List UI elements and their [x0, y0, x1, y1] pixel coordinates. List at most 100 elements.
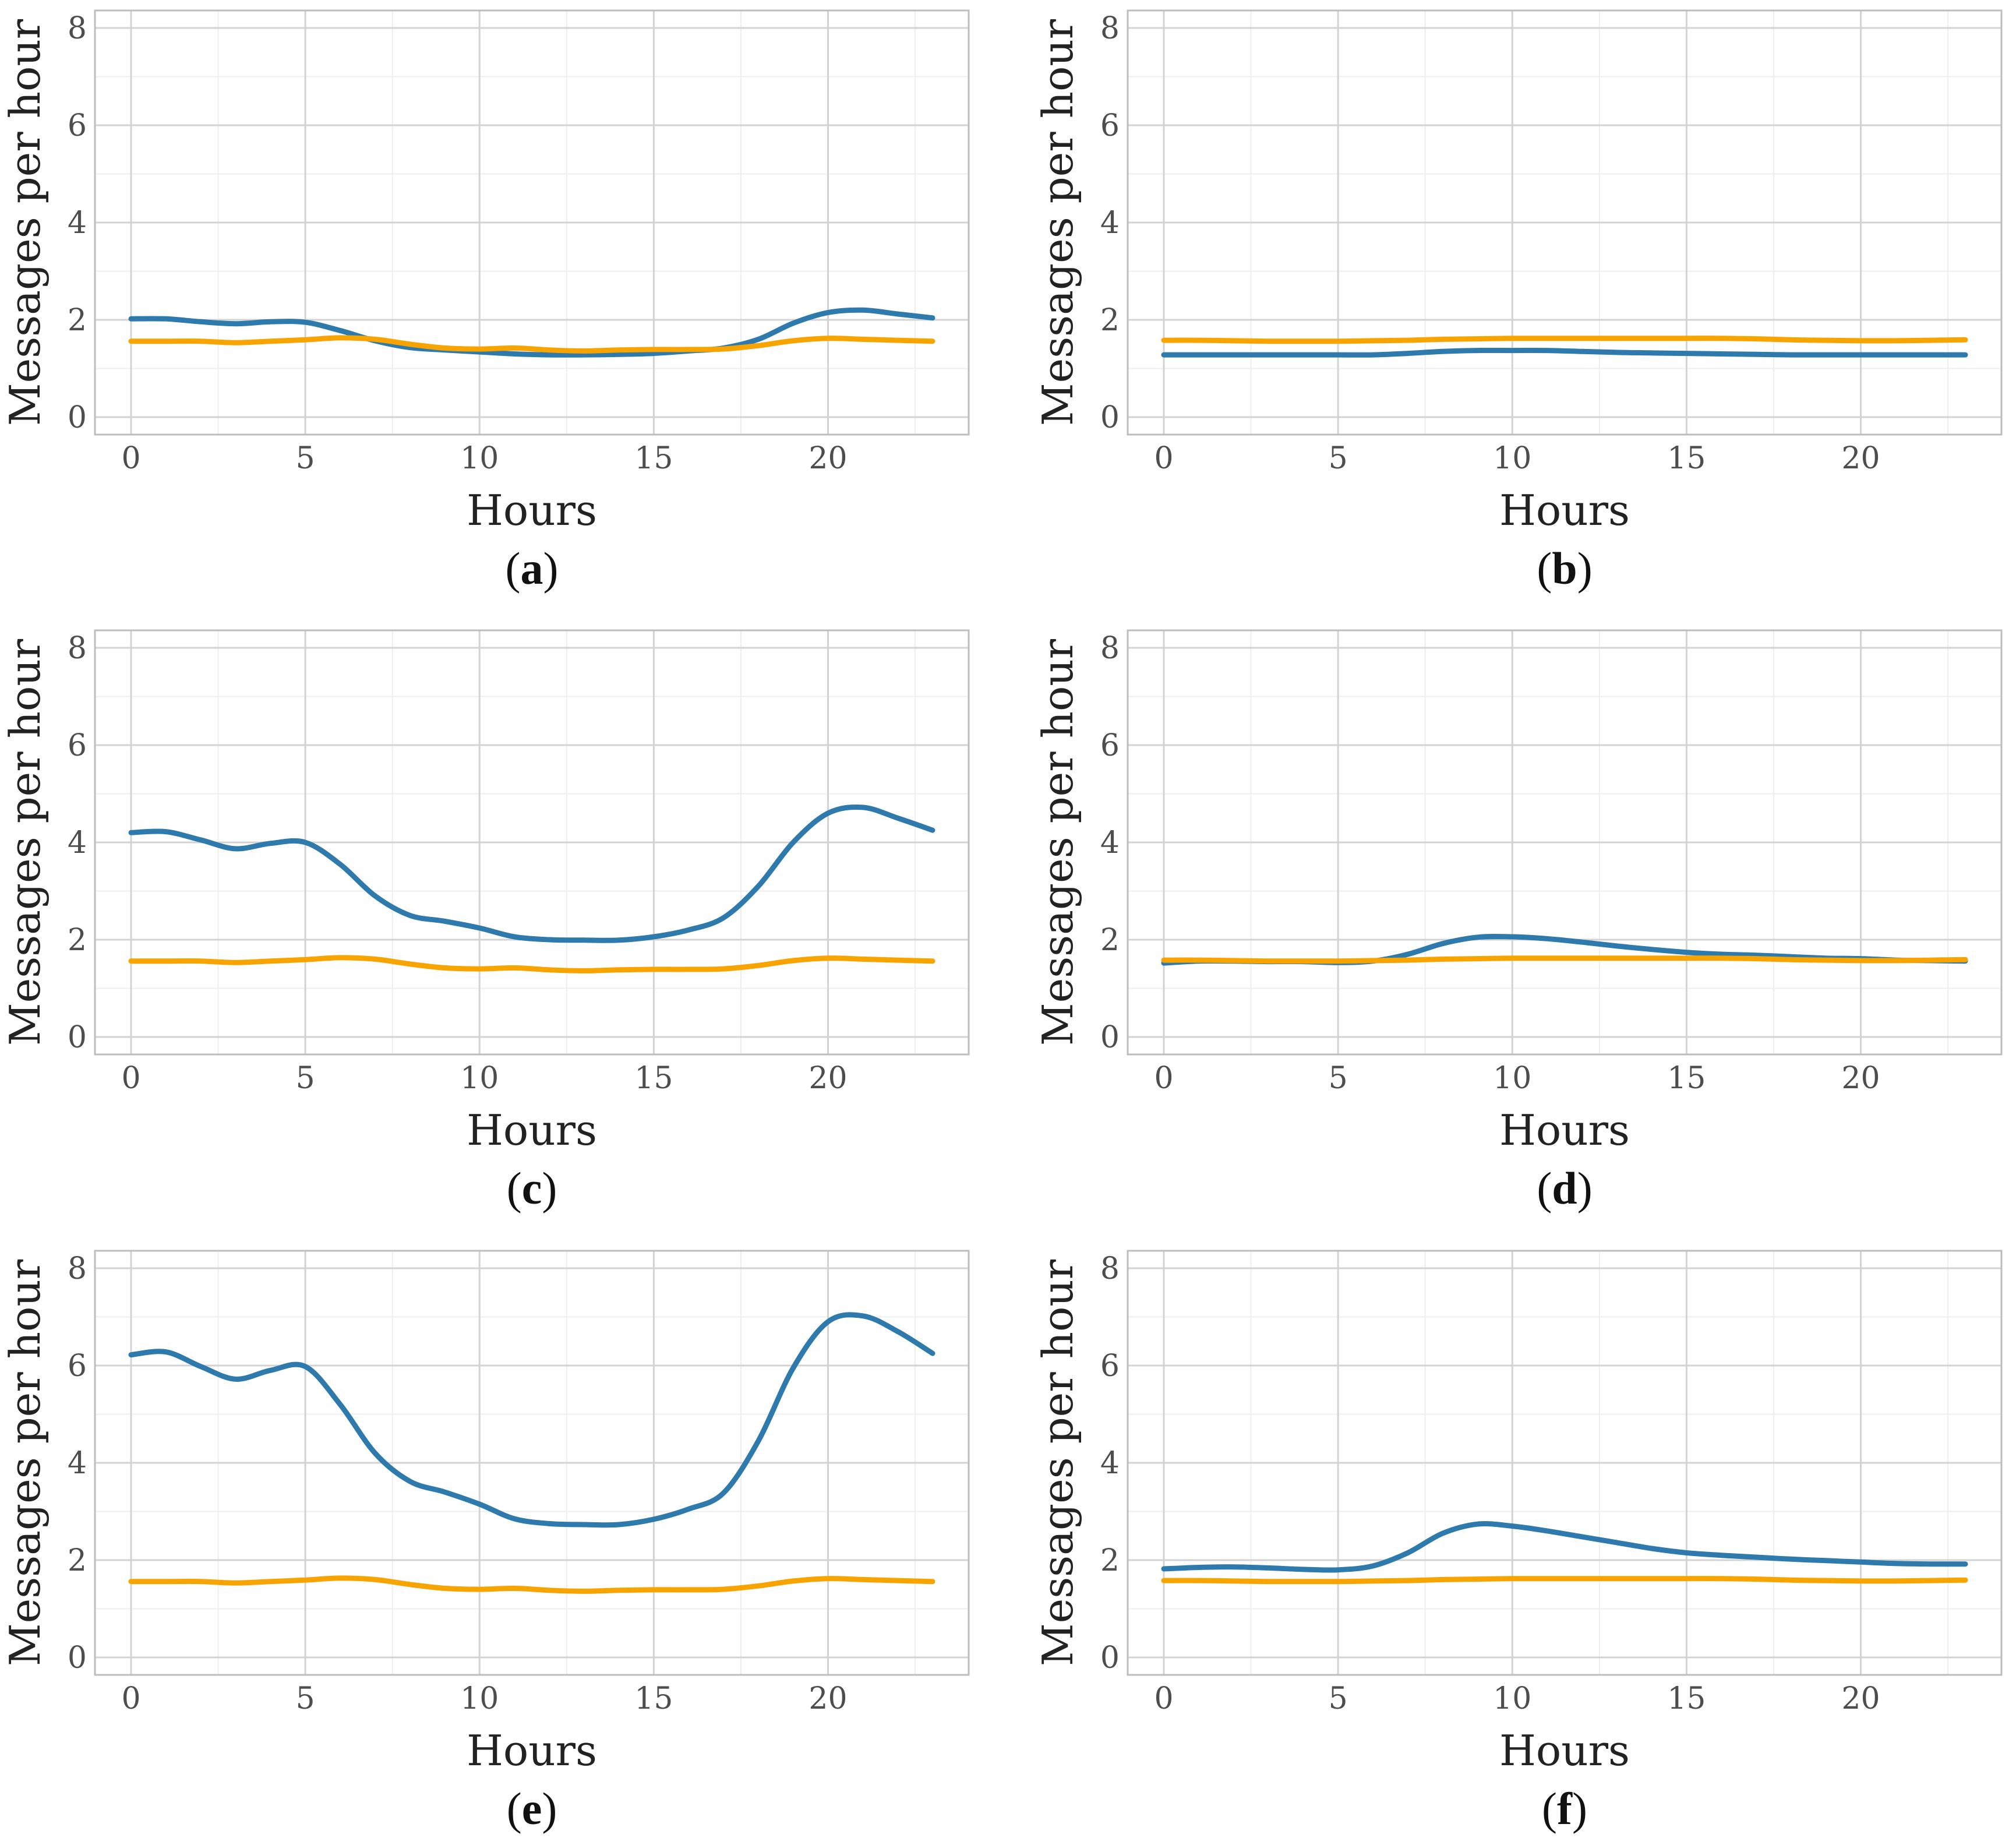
x-tick-label: 10	[1493, 1681, 1531, 1716]
caption-open-paren: (	[1537, 1163, 1552, 1213]
major-grid	[95, 10, 969, 435]
x-axis-title: Hours	[467, 1106, 597, 1155]
y-tick-label: 6	[1100, 728, 1120, 763]
y-tick-label: 0	[1100, 1020, 1120, 1055]
y-tick-label: 6	[1100, 108, 1120, 143]
x-tick-label: 15	[1667, 1681, 1706, 1716]
caption-letter: a	[521, 543, 543, 594]
caption-letter: d	[1552, 1163, 1577, 1213]
x-tick-label: 5	[296, 441, 315, 476]
panel-border	[1127, 629, 2003, 1056]
series-line-orange	[1161, 1576, 1968, 1585]
y-tick-label: 2	[1100, 923, 1120, 958]
caption-open-paren: (	[507, 1783, 522, 1834]
x-tick-label: 20	[808, 1681, 847, 1716]
x-tick-label: 0	[1154, 441, 1173, 476]
series-line-orange	[1161, 955, 1968, 964]
caption-open-paren: (	[1537, 543, 1552, 594]
series-line-blue	[128, 804, 935, 943]
x-tick-label: 10	[1493, 441, 1531, 476]
series-line-blue	[128, 1312, 935, 1528]
y-tick-label: 0	[68, 1641, 87, 1675]
y-axis-title: Messages per hour	[1033, 638, 1082, 1046]
y-tick-label: 4	[68, 1446, 87, 1481]
x-axis-title: Hours	[1499, 1726, 1630, 1775]
y-tick-label: 2	[1100, 303, 1120, 338]
x-tick-label: 20	[1841, 1681, 1880, 1716]
panel-e: 0 5 10 15 20 0 2 4 6 8 Hours Messages per hour (e)	[1, 1250, 970, 1834]
y-tick-label: 4	[68, 206, 87, 241]
y-tick-label: 8	[68, 11, 87, 46]
panel-caption: (b)	[1537, 543, 1592, 594]
y-tick-label: 4	[68, 825, 87, 860]
y-axis-title: Messages per hour	[1, 1259, 50, 1666]
caption-close-paren: )	[542, 1783, 557, 1834]
x-tick-label: 15	[634, 1681, 673, 1716]
panel-border	[94, 629, 970, 1056]
y-tick-label: 0	[1100, 400, 1120, 435]
panel-f: 0 5 10 15 20 0 2 4 6 8 Hours Messages per hour (f)	[1033, 1250, 2003, 1834]
x-tick-label: 15	[634, 441, 673, 476]
caption-close-paren: )	[1572, 1783, 1587, 1834]
y-axis-title: Messages per hour	[1, 19, 50, 426]
y-tick-label: 6	[68, 1349, 87, 1384]
panel-a: 0 5 10 15 20 0 2 4 6 8 Hours Messages per hour (a)	[1, 9, 970, 594]
x-tick-label: 10	[460, 441, 499, 476]
y-axis-title: Messages per hour	[1, 638, 50, 1046]
caption-letter: e	[522, 1783, 542, 1834]
panel-d: 0 5 10 15 20 0 2 4 6 8 Hours Messages per hour (d)	[1033, 629, 2003, 1213]
major-grid	[1128, 10, 2001, 435]
x-tick-label: 20	[1841, 1061, 1880, 1096]
x-tick-label: 10	[460, 1061, 499, 1096]
caption-open-paren: (	[507, 1163, 522, 1213]
y-tick-label: 0	[1100, 1641, 1120, 1675]
x-tick-label: 5	[1329, 1681, 1348, 1716]
y-tick-label: 6	[68, 728, 87, 763]
y-tick-label: 2	[68, 1543, 87, 1578]
y-tick-label: 8	[1100, 631, 1120, 666]
minor-grid	[95, 1251, 969, 1675]
major-grid	[95, 630, 969, 1054]
x-axis-title: Hours	[1499, 1106, 1630, 1155]
x-tick-label: 0	[121, 441, 140, 476]
caption-close-paren: )	[543, 543, 559, 594]
caption-open-paren: (	[506, 543, 521, 594]
x-tick-label: 5	[296, 1061, 315, 1096]
x-tick-label: 10	[1493, 1061, 1531, 1096]
series-line-orange	[128, 955, 935, 973]
x-tick-label: 20	[808, 1061, 847, 1096]
caption-close-paren: )	[1577, 1163, 1593, 1213]
x-tick-label: 15	[634, 1061, 673, 1096]
y-tick-label: 6	[68, 108, 87, 143]
x-tick-label: 15	[1667, 1061, 1706, 1096]
caption-letter: c	[522, 1163, 542, 1213]
y-tick-label: 4	[1100, 1446, 1120, 1481]
panel-border	[1127, 9, 2003, 436]
caption-close-paren: )	[1577, 543, 1593, 594]
x-tick-label: 15	[1667, 441, 1706, 476]
x-tick-label: 5	[1329, 1061, 1348, 1096]
panel-border	[1127, 1250, 2003, 1676]
series-line-orange	[128, 1575, 935, 1594]
caption-open-paren: (	[1542, 1783, 1557, 1834]
panel-caption: (e)	[507, 1783, 557, 1834]
y-tick-label: 4	[1100, 825, 1120, 860]
panel-border	[94, 9, 970, 436]
y-tick-label: 2	[68, 923, 87, 958]
y-tick-label: 8	[68, 1251, 87, 1286]
y-tick-label: 8	[1100, 11, 1120, 46]
series-line-orange	[128, 335, 935, 354]
y-tick-label: 0	[68, 400, 87, 435]
major-grid	[95, 1251, 969, 1675]
x-tick-label: 5	[1329, 441, 1348, 476]
x-tick-label: 20	[808, 441, 847, 476]
panel-caption: (d)	[1537, 1163, 1592, 1213]
y-tick-label: 2	[1100, 1543, 1120, 1578]
x-tick-label: 0	[1154, 1681, 1173, 1716]
x-tick-label: 0	[121, 1061, 140, 1096]
caption-letter: f	[1557, 1783, 1573, 1834]
x-tick-label: 5	[296, 1681, 315, 1716]
y-tick-label: 6	[1100, 1349, 1120, 1384]
panel-caption: (f)	[1542, 1783, 1587, 1834]
